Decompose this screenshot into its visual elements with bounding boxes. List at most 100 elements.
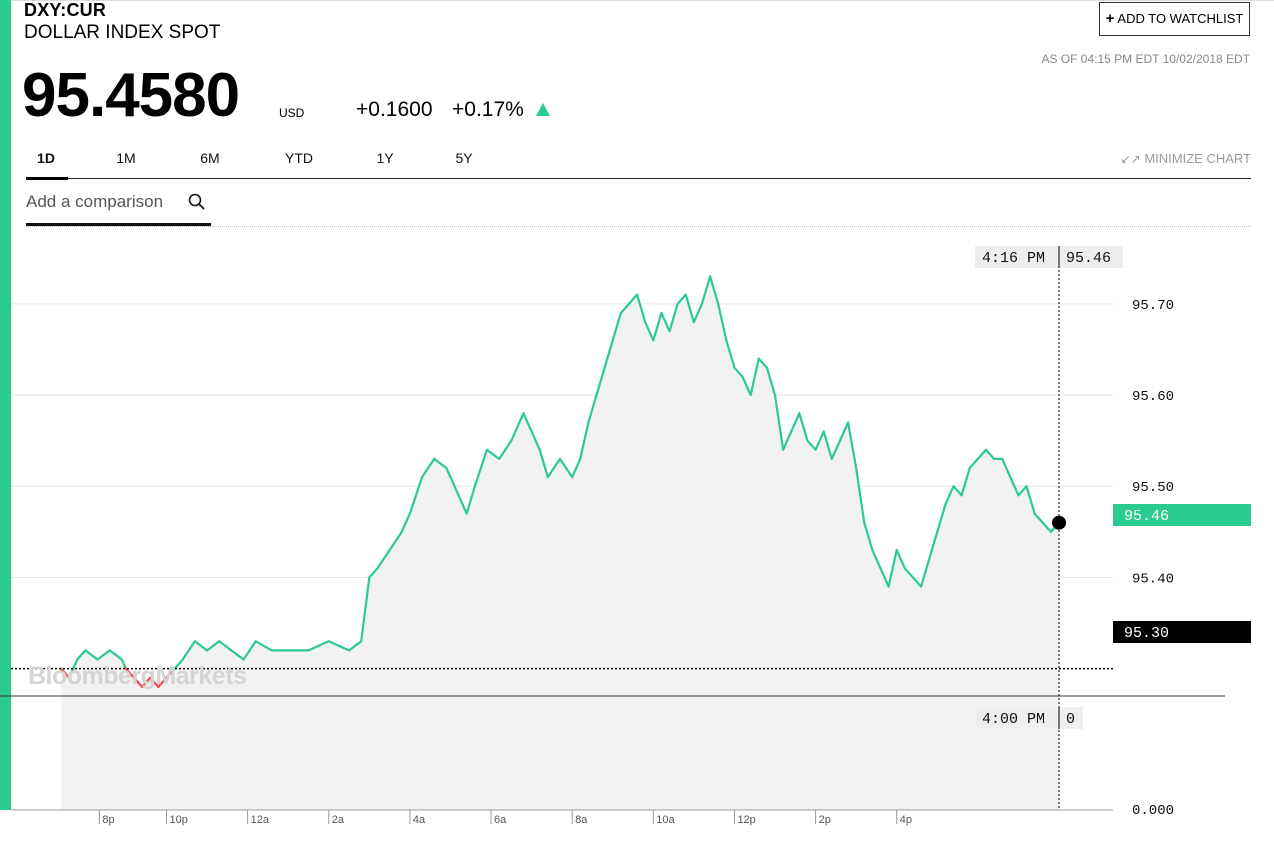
price-line-segment — [635, 293, 647, 324]
currency-label: USD — [279, 106, 305, 120]
price-line-segment — [871, 548, 882, 570]
price-line-segment — [165, 667, 176, 679]
watchlist-label: ADD TO WATCHLIST — [1117, 11, 1244, 26]
price-line-segment — [347, 640, 363, 652]
price-line-segment — [627, 293, 639, 305]
add-to-watchlist-button[interactable]: + ADD TO WATCHLIST — [1099, 2, 1250, 36]
price-line-segment — [124, 667, 136, 679]
price-line-segment — [530, 430, 541, 451]
plus-icon: + — [1105, 10, 1115, 27]
price-line-segment — [903, 567, 915, 579]
price-line-segment — [149, 676, 160, 688]
price-line-segment — [749, 357, 760, 397]
price-line-segment — [895, 548, 906, 570]
tab-1y[interactable]: 1Y — [365, 150, 405, 166]
tab-5y[interactable]: 5Y — [444, 150, 484, 166]
price-line-segment — [595, 366, 606, 397]
price-line-segment — [798, 412, 809, 442]
ticker-symbol: DXY:CUR — [24, 0, 107, 20]
range-tabs: 1D 1M 6M YTD 1Y 5Y ↙↗ MINIMIZE CHART — [26, 146, 1251, 180]
price-line-segment — [420, 457, 436, 479]
y-axis-ticks: 95.70 95.60 95.50 95.40 — [1132, 298, 1174, 588]
accent-bar — [0, 0, 11, 810]
price-line-segment — [709, 275, 720, 305]
price-line-segment — [558, 457, 574, 479]
price-line-segment — [1033, 512, 1044, 524]
tab-ytd[interactable]: YTD — [279, 150, 319, 166]
price-line-segment — [644, 320, 655, 342]
x-tick-label: 2a — [332, 814, 345, 826]
price-line-segment — [968, 457, 979, 470]
security-name: DOLLAR INDEX SPOT — [24, 22, 221, 43]
minimize-chart-button[interactable]: ↙↗ MINIMIZE CHART — [1121, 151, 1251, 166]
price-line-segment — [611, 311, 622, 342]
price-line-segment — [445, 466, 460, 497]
price-line-segment — [120, 658, 128, 670]
tab-label: 1M — [116, 150, 136, 166]
price-change: +0.1600 — [356, 98, 433, 121]
previous-close-label: 95.30 — [1124, 625, 1169, 642]
price-line-segment — [132, 676, 144, 688]
price-line-segment — [571, 457, 582, 479]
as-of-timestamp: AS OF 04:15 PM EDT 10/02/2018 EDT — [1041, 52, 1250, 66]
x-tick-label: 10p — [169, 814, 187, 826]
comparison-input[interactable]: Add a comparison — [26, 192, 164, 211]
price-line-segment — [692, 302, 704, 324]
x-tick-label: 12p — [737, 814, 755, 826]
price-line-segment — [84, 649, 99, 661]
price-line-segment — [773, 393, 785, 451]
tab-1d[interactable]: 1D — [26, 150, 66, 166]
last-price: 95.4580 — [22, 61, 240, 130]
last-value-badge — [1113, 504, 1251, 526]
price-line-segment — [619, 302, 631, 315]
up-arrow-icon — [536, 103, 550, 116]
price-line-segment — [498, 439, 513, 460]
tab-6m[interactable]: 6M — [190, 150, 230, 166]
price-line-segment — [433, 457, 448, 470]
price-line-segment — [68, 658, 79, 679]
price-line-segment — [242, 640, 257, 661]
y-tick-label: 95.50 — [1132, 480, 1174, 496]
x-axis-ticks: 8p 10p 12a 2a 4a 6a 8a 10a 12p 2p 4p — [98, 810, 912, 826]
price-line-segment — [465, 485, 476, 515]
price-line-segment — [757, 357, 769, 369]
price-line-segment — [976, 448, 988, 460]
price-line-segment — [741, 375, 752, 397]
price-line-segment — [700, 275, 712, 305]
volume-value: 0 — [1066, 711, 1075, 728]
price-line-segment — [230, 649, 245, 661]
price-line-segment — [108, 649, 123, 661]
compare-divider — [26, 226, 1251, 227]
price-line-segment — [863, 521, 874, 552]
price-line-segment — [254, 640, 274, 652]
price-line-segment — [887, 548, 898, 588]
price-line-segment — [157, 676, 168, 688]
search-icon[interactable] — [188, 193, 206, 211]
price-line-segment — [717, 302, 728, 342]
price-line-segment — [96, 649, 111, 661]
price-line-segment — [725, 339, 736, 369]
price-line-segment — [960, 466, 971, 497]
price-line-segment — [218, 640, 233, 652]
price-line-segment — [1041, 521, 1052, 533]
price-line-segment — [855, 466, 866, 524]
price-line-segment — [587, 393, 598, 424]
price-line-segment — [522, 412, 533, 433]
price-line-segment — [510, 412, 525, 442]
price-line-segment — [1001, 457, 1012, 479]
comparison-search[interactable]: Add a comparison — [26, 188, 211, 226]
tab-label: 6M — [200, 150, 220, 166]
price-line-segment — [538, 448, 549, 479]
y-tick-label: 95.40 — [1132, 571, 1174, 587]
price-line-segment — [376, 548, 391, 570]
price-line-segment — [1025, 485, 1036, 515]
price-line-segment — [360, 576, 371, 643]
x-tick-label: 4p — [900, 814, 912, 826]
price-line-segment — [400, 512, 411, 533]
price-line-segment — [193, 640, 209, 652]
price-line-segment — [181, 640, 196, 661]
price-line-segment — [952, 485, 963, 497]
tab-1m[interactable]: 1M — [106, 150, 146, 166]
x-tick-label: 12a — [251, 814, 270, 826]
